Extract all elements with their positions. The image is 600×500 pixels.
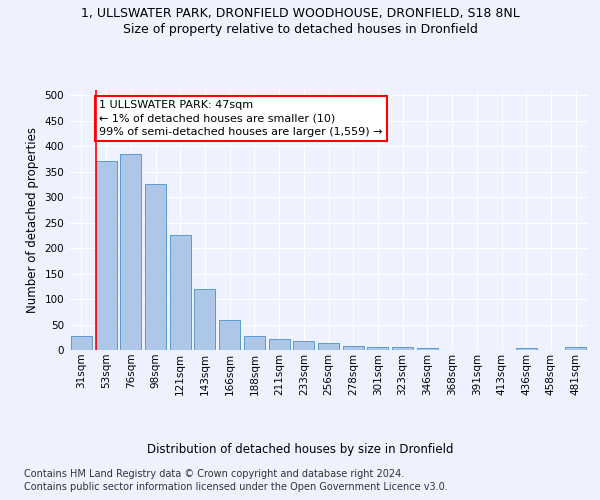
Bar — [367, 348, 388, 350]
Bar — [392, 348, 413, 350]
Text: Distribution of detached houses by size in Dronfield: Distribution of detached houses by size … — [147, 442, 453, 456]
Bar — [194, 289, 215, 350]
Y-axis label: Number of detached properties: Number of detached properties — [26, 127, 39, 313]
Text: 1 ULLSWATER PARK: 47sqm
← 1% of detached houses are smaller (10)
99% of semi-det: 1 ULLSWATER PARK: 47sqm ← 1% of detached… — [99, 100, 383, 136]
Bar — [120, 154, 141, 350]
Bar — [343, 346, 364, 350]
Bar — [417, 348, 438, 350]
Text: Contains public sector information licensed under the Open Government Licence v3: Contains public sector information licen… — [24, 482, 448, 492]
Bar — [71, 336, 92, 350]
Bar — [269, 339, 290, 350]
Bar — [244, 336, 265, 350]
Bar — [170, 236, 191, 350]
Bar — [293, 341, 314, 350]
Bar — [145, 184, 166, 350]
Bar — [565, 348, 586, 350]
Text: Size of property relative to detached houses in Dronfield: Size of property relative to detached ho… — [122, 22, 478, 36]
Text: 1, ULLSWATER PARK, DRONFIELD WOODHOUSE, DRONFIELD, S18 8NL: 1, ULLSWATER PARK, DRONFIELD WOODHOUSE, … — [80, 8, 520, 20]
Bar — [95, 162, 116, 350]
Bar — [318, 343, 339, 350]
Text: Contains HM Land Registry data © Crown copyright and database right 2024.: Contains HM Land Registry data © Crown c… — [24, 469, 404, 479]
Bar — [219, 320, 240, 350]
Bar — [516, 348, 537, 350]
